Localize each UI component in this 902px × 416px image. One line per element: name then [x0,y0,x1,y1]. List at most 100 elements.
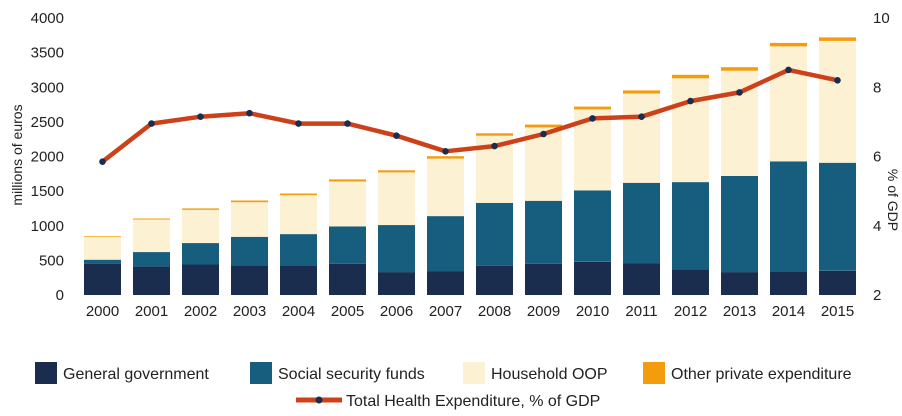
x-tick-label-2005: 2005 [331,303,364,320]
bar-general-government-2014 [770,271,807,295]
x-tick-label-2014: 2014 [772,303,805,320]
bar-household-oop-2002 [182,209,219,243]
bar-other-private-expenditure-2004 [280,193,317,196]
bar-general-government-2013 [721,272,758,295]
legend-swatch-general-government [35,362,57,384]
x-tick-label-2007: 2007 [429,303,462,320]
y2-tick-label-8: 8 [873,79,881,96]
line-layer [99,66,841,165]
line-point-2012 [687,97,694,105]
line-point-2008 [491,142,498,150]
line-point-2001 [148,120,155,127]
y-tick-label-2000: 2000 [31,149,64,166]
bar-general-government-2000 [84,263,121,295]
y2-axis-title: % of GDP [885,169,901,231]
bar-other-private-expenditure-2002 [182,208,219,210]
bar-other-private-expenditure-2005 [329,179,366,182]
bar-general-government-2010 [574,261,611,295]
legend-label-general-government: General government [63,366,209,383]
y-tick-label-500: 500 [39,252,64,269]
bar-general-government-2005 [329,263,366,295]
y2-tick-label-4: 4 [873,218,881,235]
x-tick-label-2010: 2010 [576,303,609,320]
line-point-2004 [295,120,302,127]
legend-label-other-private-expenditure: Other private expenditure [671,366,852,383]
bar-other-private-expenditure-2010 [574,106,611,110]
legend-label-social-security-funds: Social security funds [278,366,425,383]
line-point-2014 [785,66,792,74]
bar-household-oop-2003 [231,202,268,237]
bar-other-private-expenditure-2009 [525,124,562,128]
bar-other-private-expenditure-2011 [623,90,660,94]
bar-social-security-funds-2015 [819,162,856,271]
y-tick-label-0: 0 [56,287,64,304]
x-tick-label-2001: 2001 [135,303,168,320]
legend-line-dot [315,396,323,404]
axes-layer: 0 500 1000 1500 2000 2500 3000 3500 4000 2 4 6 8 10 20… [31,10,890,320]
bar-household-oop-2001 [133,219,170,252]
bar-social-security-funds-2002 [182,243,219,265]
line-point-2009 [540,130,547,138]
line-point-2015 [834,77,841,84]
bar-other-private-expenditure-2015 [819,37,856,41]
bar-general-government-2004 [280,265,317,295]
bar-social-security-funds-2009 [525,200,562,264]
line-point-2007 [442,148,449,155]
legend-label-household-oop: Household OOP [491,366,608,383]
bar-social-security-funds-2012 [672,182,709,270]
legend-swatch-other-private-expenditure [643,362,665,384]
y-tick-label-2500: 2500 [31,114,64,131]
line-point-2013 [736,89,743,96]
bar-household-oop-2007 [427,158,464,217]
x-tick-label-2004: 2004 [282,303,315,320]
bar-general-government-2011 [623,263,660,295]
bar-general-government-2008 [476,265,513,295]
bar-social-security-funds-2013 [721,175,758,273]
bar-household-oop-2004 [280,195,317,235]
bar-social-security-funds-2004 [280,234,317,266]
line-point-2010 [589,115,596,122]
x-tick-label-2002: 2002 [184,303,217,320]
legend-swatch-household-oop [463,362,485,384]
bar-other-private-expenditure-2003 [231,200,268,203]
x-tick-label-2003: 2003 [233,303,266,320]
line-point-2002 [197,113,204,120]
bar-general-government-2015 [819,270,856,295]
bar-other-private-expenditure-2008 [476,133,513,136]
bar-social-security-funds-2008 [476,202,513,266]
x-tick-label-2011: 2011 [625,303,657,320]
line-point-2003 [246,109,253,117]
legend-swatch-social-security-funds [250,362,272,384]
line-point-2006 [393,132,400,139]
bar-social-security-funds-2000 [84,259,121,264]
bar-general-government-2002 [182,264,219,295]
bar-social-security-funds-2003 [231,236,268,266]
bar-household-oop-2014 [770,46,807,162]
line-point-2000 [99,158,106,165]
y-tick-label-1500: 1500 [31,183,64,200]
bar-other-private-expenditure-2012 [672,74,709,79]
x-tick-label-2006: 2006 [380,303,413,320]
legend: General government Social security funds… [35,362,852,410]
x-tick-label-2013: 2013 [723,303,756,320]
bar-other-private-expenditure-2014 [770,42,807,47]
x-tick-label-2015: 2015 [821,303,854,320]
bar-social-security-funds-2011 [623,182,660,264]
y2-tick-label-10: 10 [873,10,890,27]
x-tick-label-2000: 2000 [86,303,119,320]
y-tick-label-3500: 3500 [31,45,64,62]
line-point-2005 [344,120,351,127]
bar-social-security-funds-2007 [427,216,464,272]
bar-other-private-expenditure-2006 [378,170,415,173]
bar-other-private-expenditure-2007 [427,156,464,159]
bar-household-oop-2000 [84,236,121,260]
bar-other-private-expenditure-2013 [721,67,758,71]
bar-household-oop-2011 [623,93,660,183]
bar-general-government-2009 [525,263,562,295]
line-total-health-expenditure [100,67,840,164]
bar-social-security-funds-2014 [770,161,807,272]
x-tick-label-2012: 2012 [674,303,707,320]
y-tick-label-1000: 1000 [31,218,64,235]
